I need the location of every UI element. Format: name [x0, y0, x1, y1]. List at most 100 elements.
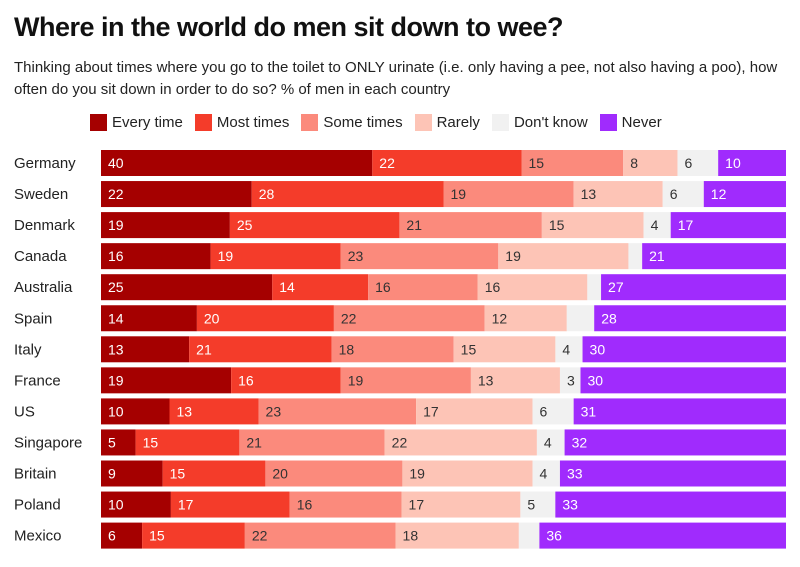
data-label: 22: [392, 434, 408, 450]
data-label: 13: [177, 403, 193, 419]
data-label: 13: [478, 372, 494, 388]
bar-segment: [101, 274, 273, 301]
data-label: 6: [670, 186, 678, 202]
category-label: Britain: [14, 466, 57, 483]
bar-segment: [231, 367, 341, 394]
bar-segment: [521, 150, 624, 176]
bar-segment: [368, 274, 478, 301]
data-label: 30: [590, 341, 606, 357]
data-label: 5: [527, 497, 535, 513]
bar-segment: [251, 181, 444, 208]
data-label: 6: [108, 528, 116, 544]
data-label: 15: [528, 155, 544, 171]
data-label: 32: [572, 434, 588, 450]
bar-segment: [559, 460, 786, 487]
category-label: Australia: [14, 279, 73, 296]
bar-segment: [416, 398, 533, 425]
category-label: Poland: [14, 497, 61, 514]
bar-segment: [703, 181, 786, 208]
bar-segment: [189, 336, 332, 363]
bar-segment: [477, 274, 588, 301]
bar-segment: [135, 429, 240, 456]
data-label: 19: [451, 186, 467, 202]
data-label: 16: [375, 279, 391, 295]
data-label: 13: [108, 341, 124, 357]
data-label: 33: [562, 497, 578, 513]
category-label: Mexico: [14, 528, 62, 545]
bar-segment: [265, 460, 403, 487]
bar-segment: [541, 212, 644, 239]
data-label: 14: [108, 310, 124, 326]
bar-segment: [101, 181, 252, 208]
data-label: 33: [567, 466, 583, 482]
data-label: 17: [409, 497, 425, 513]
data-label: 16: [485, 279, 501, 295]
data-label: 15: [143, 434, 159, 450]
data-label: 28: [601, 310, 617, 326]
bar-segment: [628, 243, 643, 270]
legend-label: Most times: [216, 114, 290, 131]
data-label: 17: [423, 403, 439, 419]
data-label: 19: [409, 466, 425, 482]
data-label: 6: [684, 155, 692, 171]
bar-segment: [331, 336, 454, 363]
bar-segment: [101, 491, 171, 518]
legend-item: Never: [599, 114, 662, 131]
bar-segment: [384, 429, 537, 456]
bar-segment: [101, 522, 143, 549]
bar-segment: [642, 243, 786, 270]
bar-segment: [532, 460, 560, 487]
bar-segment: [101, 398, 170, 425]
bar-segment: [101, 429, 136, 456]
data-label: 15: [170, 466, 186, 482]
legend-swatch: [491, 114, 509, 131]
data-label: 9: [108, 466, 116, 482]
bar-segment: [399, 212, 542, 239]
chart-subtitle: Thinking about times where you go to the…: [14, 59, 778, 98]
legend-swatch: [599, 114, 617, 131]
bar-segment: [402, 460, 533, 487]
bar-segment: [101, 460, 163, 487]
bar-segment: [340, 243, 499, 270]
category-label: Germany: [14, 155, 76, 172]
bar-segment: [162, 460, 266, 487]
bar-segment: [555, 336, 583, 363]
category-label: France: [14, 372, 61, 389]
data-label: 23: [348, 248, 364, 264]
data-label: 22: [252, 528, 268, 544]
bar-segment: [101, 336, 190, 363]
bar-segment: [587, 274, 602, 301]
legend-item: Rarely: [414, 114, 480, 131]
category-label: Singapore: [14, 434, 82, 451]
bar-segment: [470, 367, 560, 394]
bar-segment: [229, 212, 400, 239]
data-label: 15: [461, 341, 477, 357]
bar-segment: [443, 181, 574, 208]
bar-segment: [453, 336, 556, 363]
data-label: 6: [540, 403, 548, 419]
data-label: 27: [608, 279, 624, 295]
legend-swatch: [301, 114, 319, 131]
data-label: 10: [108, 497, 124, 513]
bar-segment: [566, 305, 595, 332]
data-label: 4: [562, 341, 570, 357]
bar-segment: [372, 150, 522, 176]
legend-swatch: [414, 114, 432, 131]
bar-segment: [559, 367, 581, 394]
legend-label: Rarely: [436, 114, 480, 131]
legend-label: Some times: [323, 114, 403, 131]
data-label: 15: [549, 217, 565, 233]
legend-swatch: [90, 114, 107, 131]
data-label: 22: [108, 186, 124, 202]
category-label: Denmark: [14, 217, 75, 234]
data-label: 5: [108, 434, 116, 450]
bar-segment: [169, 398, 259, 425]
bar-segment: [518, 522, 540, 549]
data-label: 21: [649, 248, 665, 264]
data-label: 30: [588, 372, 604, 388]
data-label: 28: [259, 186, 275, 202]
bar-segment: [333, 305, 485, 332]
data-label: 19: [108, 372, 124, 388]
data-label: 21: [196, 341, 212, 357]
